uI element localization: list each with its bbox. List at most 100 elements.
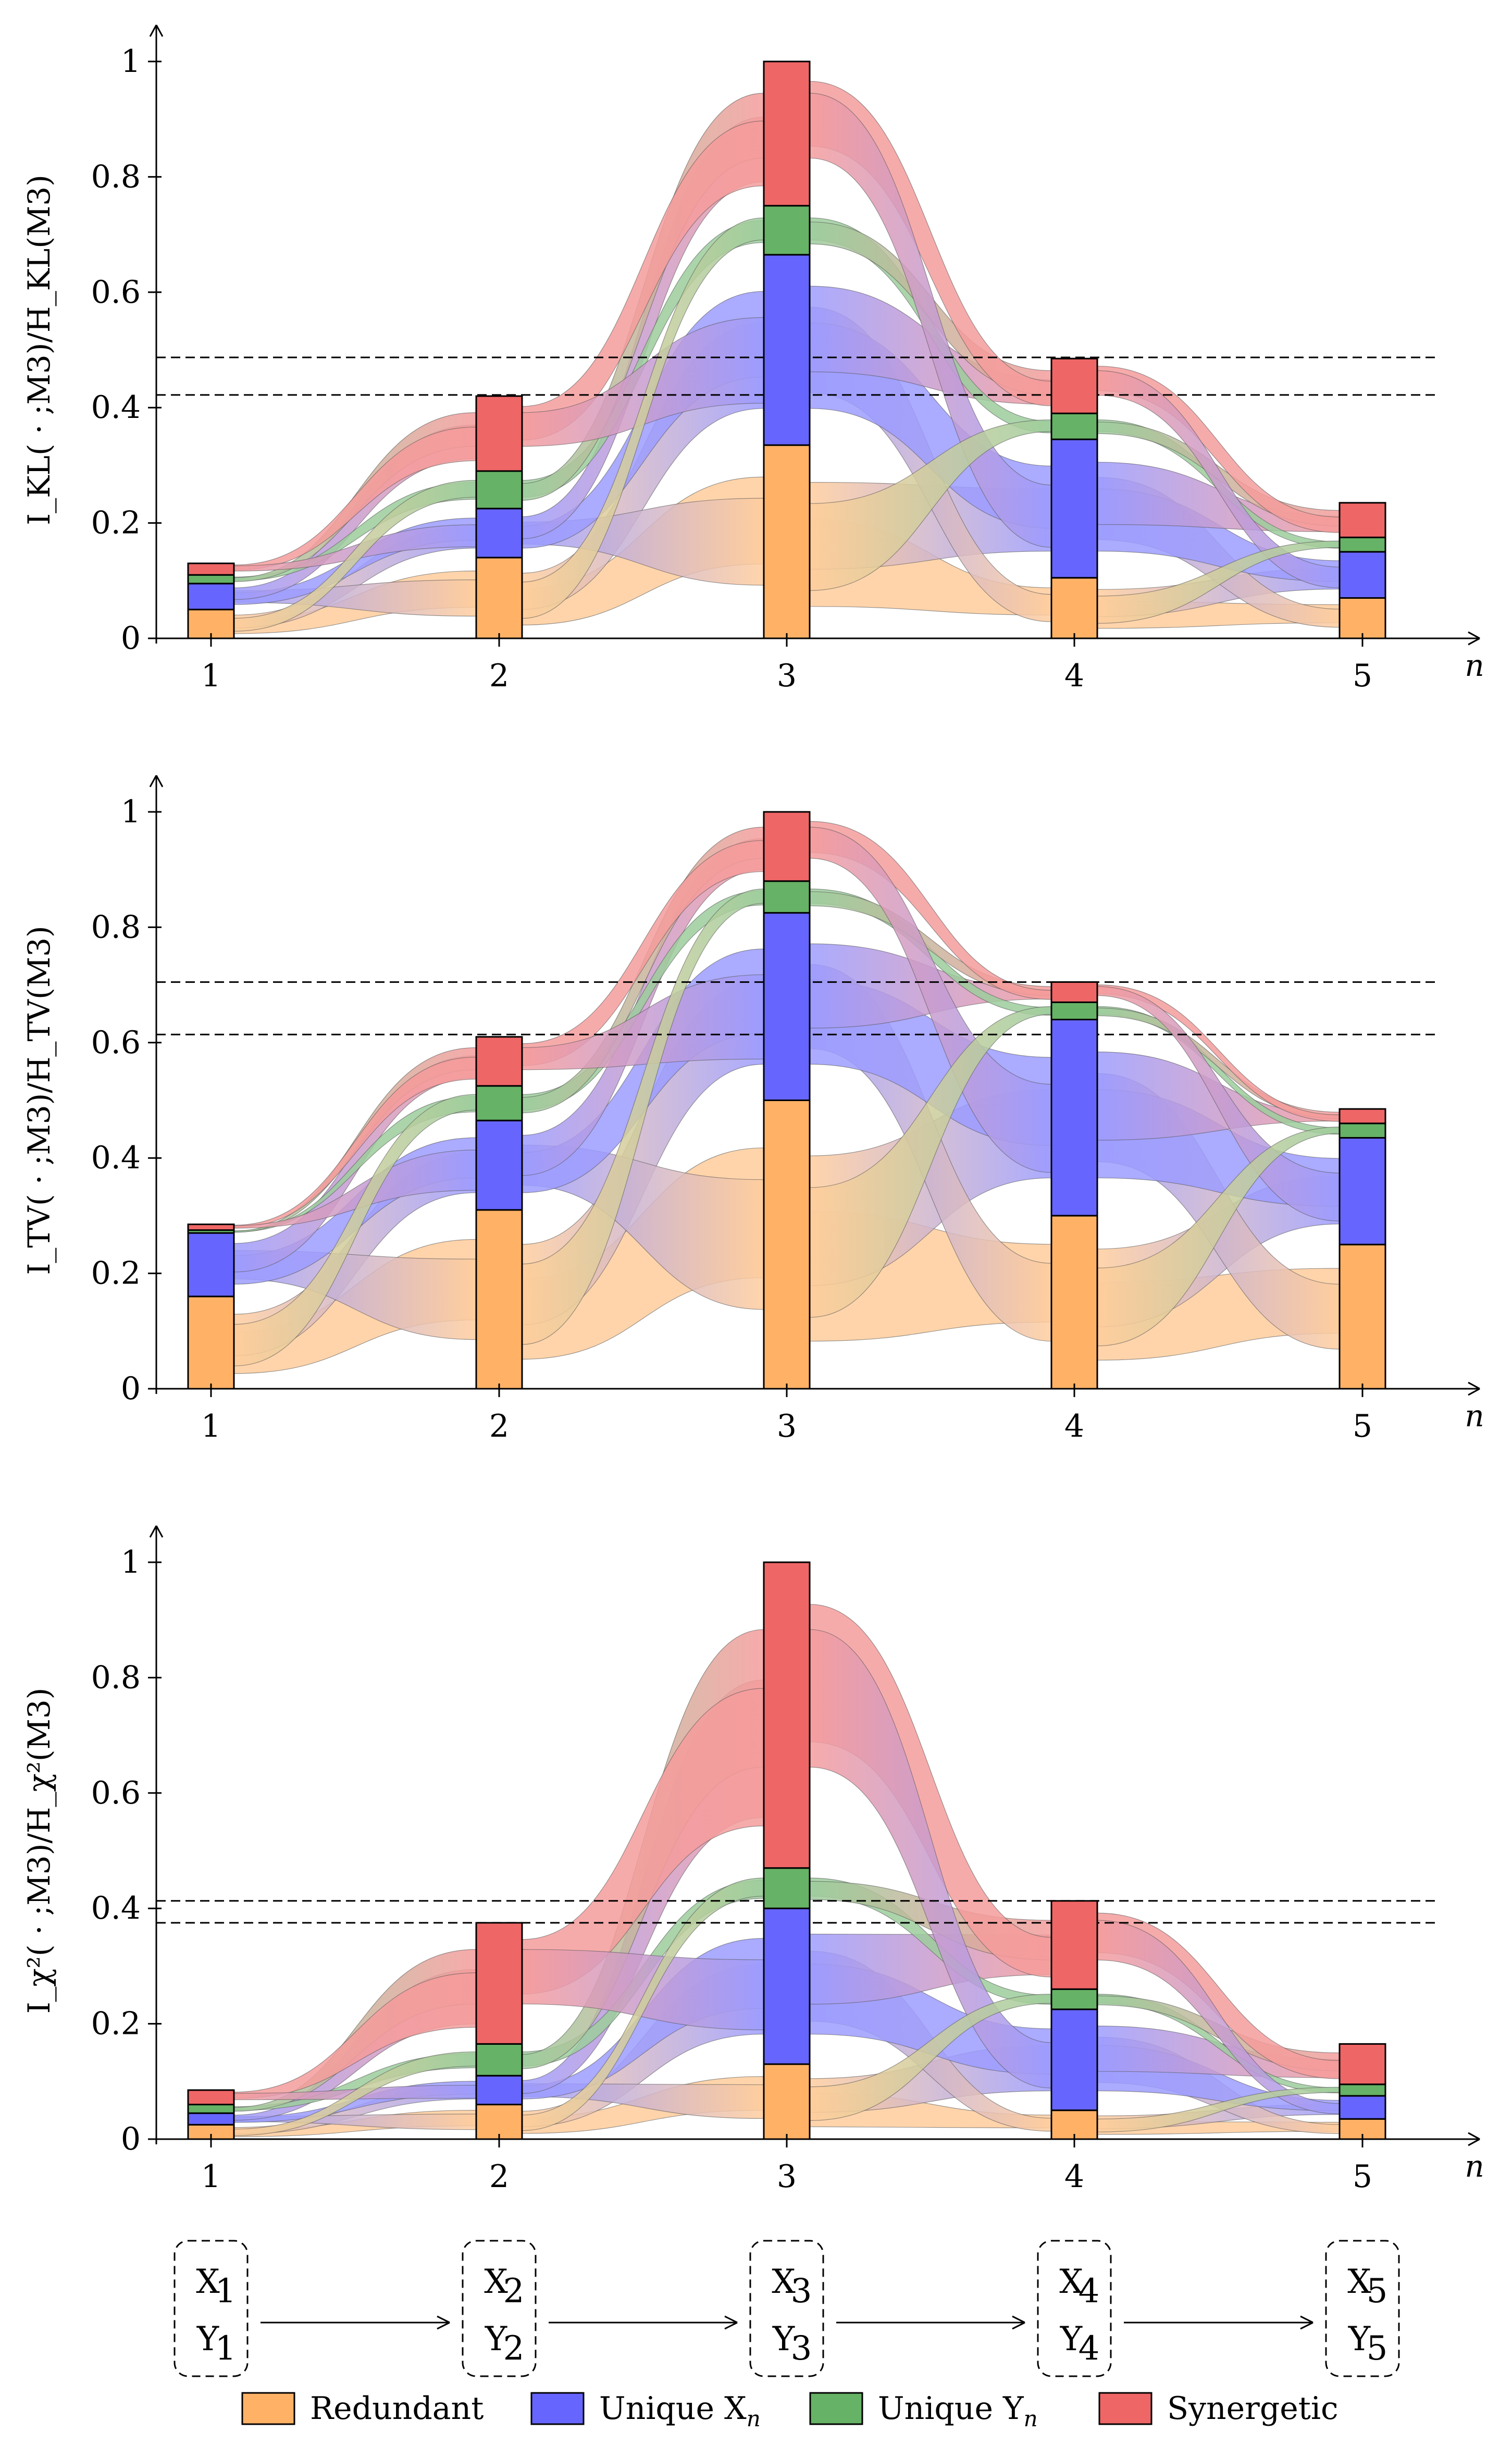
- x-tick-label: 4: [1064, 658, 1084, 694]
- y-tick-label: 0.8: [91, 158, 141, 195]
- bar-segment-unique_y: [187, 574, 235, 585]
- bar-segment-redundant: [475, 557, 523, 639]
- y-axis-arrow: [149, 1525, 164, 1538]
- bar-segment-redundant: [1050, 1215, 1098, 1390]
- y-axis-arrow: [149, 24, 164, 37]
- bar-segment-unique_y: [1050, 412, 1098, 440]
- bar-segment-redundant: [763, 2063, 811, 2140]
- chain-node-y-label: Y: [1060, 2320, 1083, 2359]
- x-axis-arrow: [1468, 1381, 1480, 1396]
- y-tick-label: 0.4: [91, 1890, 141, 1927]
- bar-segment-unique_y: [1050, 1988, 1098, 2010]
- legend-swatch: [530, 2392, 585, 2425]
- legend-label: Unique Xn: [599, 2390, 761, 2431]
- bar-segment-redundant: [1339, 597, 1386, 639]
- bar-3: [763, 60, 811, 639]
- chain-node-y-index: 4: [1079, 2329, 1100, 2368]
- y-tick-label: 0.8: [91, 909, 141, 945]
- chain-arrowhead: [1012, 2315, 1025, 2330]
- legend-swatch: [809, 2392, 863, 2425]
- legend-item-unique_y: Unique Yn: [809, 2390, 1038, 2431]
- chain-node-y-label: Y: [485, 2320, 507, 2359]
- bar-segment-unique_x: [763, 912, 811, 1101]
- x-tick-label: 5: [1353, 658, 1372, 694]
- stacked-bars: [187, 1561, 1386, 2140]
- bar-segment-unique_y: [763, 205, 811, 256]
- chain-node-y-index: 5: [1367, 2329, 1388, 2368]
- y-tick-label: 1: [121, 1544, 141, 1581]
- stacked-bars: [187, 811, 1386, 1390]
- chain-arrowhead: [724, 2315, 738, 2330]
- x-tick-label: 1: [201, 658, 221, 694]
- flow-ribbons: [233, 81, 1340, 634]
- chain-node-y-label: Y: [196, 2320, 219, 2359]
- bar-segment-unique_x: [763, 1907, 811, 2065]
- stacked-bars: [187, 60, 1386, 639]
- bar-3: [763, 1561, 811, 2140]
- bar-segment-synergetic: [187, 1224, 235, 1231]
- y-tick-label: 0.2: [91, 1255, 141, 1292]
- bar-segment-unique_y: [475, 1085, 523, 1121]
- chain-node-x-index: 1: [215, 2272, 237, 2311]
- chain-node-x-label: X: [1059, 2263, 1083, 2301]
- bar-4: [1050, 357, 1098, 639]
- chain-node-x-label: X: [772, 2263, 796, 2301]
- bar-segment-synergetic: [1050, 981, 1098, 1003]
- chain-arrowhead: [437, 2315, 450, 2330]
- chain-node-y-label: Y: [1348, 2320, 1371, 2359]
- chain-node-x-index: 3: [791, 2272, 812, 2311]
- x-axis-arrow: [1468, 2132, 1480, 2146]
- bar-segment-unique_x: [1050, 438, 1098, 579]
- chart-panel-1: 0 0.2 0.4 0.6 0.8 1 1 2 3 4 5 n I_KL( · ;M3)/H_KL(M3…: [21, 24, 1484, 694]
- bar-segment-unique_x: [1050, 2008, 1098, 2112]
- bar-3: [763, 811, 811, 1390]
- x-tick-label: 5: [1353, 2158, 1372, 2195]
- legend-swatch: [1098, 2392, 1152, 2425]
- y-axis-arrow: [149, 775, 164, 787]
- chain-node-box: [462, 2240, 537, 2377]
- chain-node-x-label: X: [196, 2263, 220, 2301]
- x-tick-label: 2: [489, 1408, 509, 1444]
- bar-segment-synergetic: [763, 811, 811, 882]
- bar-1: [187, 562, 235, 639]
- y-axis-label: I_TV( · ;M3)/H_TV(M3): [21, 925, 57, 1275]
- bar-segment-synergetic: [1339, 2043, 1386, 2085]
- bar-segment-unique_y: [1339, 1122, 1386, 1139]
- bar-4: [1050, 981, 1098, 1390]
- bar-segment-unique_x: [475, 2075, 523, 2106]
- y-tick-label: 0.6: [91, 1024, 141, 1061]
- y-tick-label: 0.2: [91, 2006, 141, 2042]
- legend-label: Redundant: [310, 2390, 484, 2427]
- chain-node-x-label: X: [1347, 2263, 1371, 2301]
- legend-label-subscript: n: [1024, 2406, 1038, 2431]
- bar-5: [1339, 2043, 1386, 2140]
- chain-node-y-label: Y: [772, 2320, 795, 2359]
- bar-segment-synergetic: [475, 395, 523, 472]
- bar-segment-unique_y: [1339, 536, 1386, 553]
- bar-2: [475, 395, 523, 639]
- bar-4: [1050, 1900, 1098, 2140]
- x-axis-label: n: [1465, 1398, 1484, 1434]
- bar-segment-unique_x: [1339, 1137, 1386, 1245]
- x-axis-label: n: [1465, 2149, 1484, 2184]
- bar-segment-unique_y: [475, 470, 523, 510]
- bar-segment-synergetic: [763, 1561, 811, 1869]
- chain-node-x-index: 5: [1367, 2272, 1388, 2311]
- legend: Redundant Unique Xn Unique Yn Synergetic: [241, 2390, 1339, 2431]
- y-axis-label: I_KL( · ;M3)/H_KL(M3): [21, 175, 57, 525]
- x-tick-label: 1: [201, 1408, 221, 1444]
- y-tick-label: 0: [121, 620, 141, 657]
- bar-segment-unique_x: [475, 1119, 523, 1211]
- x-tick-label: 4: [1064, 1408, 1084, 1444]
- y-tick-label: 1: [121, 794, 141, 830]
- chain-node-box: [1037, 2240, 1112, 2377]
- chain-node-x-index: 4: [1079, 2272, 1100, 2311]
- chart-panel-3: 0 0.2 0.4 0.6 0.8 1 1 2 3 4 5 n I_χ²( · ;M3)/H_χ²(M3…: [21, 1525, 1484, 2195]
- y-tick-label: 0.6: [91, 274, 141, 311]
- chart-panels: 0 0.2 0.4 0.6 0.8 1 1 2 3 4 5 n I_KL( · ;M3)/H_KL(M3…: [21, 24, 1484, 2195]
- bar-segment-synergetic: [763, 60, 811, 207]
